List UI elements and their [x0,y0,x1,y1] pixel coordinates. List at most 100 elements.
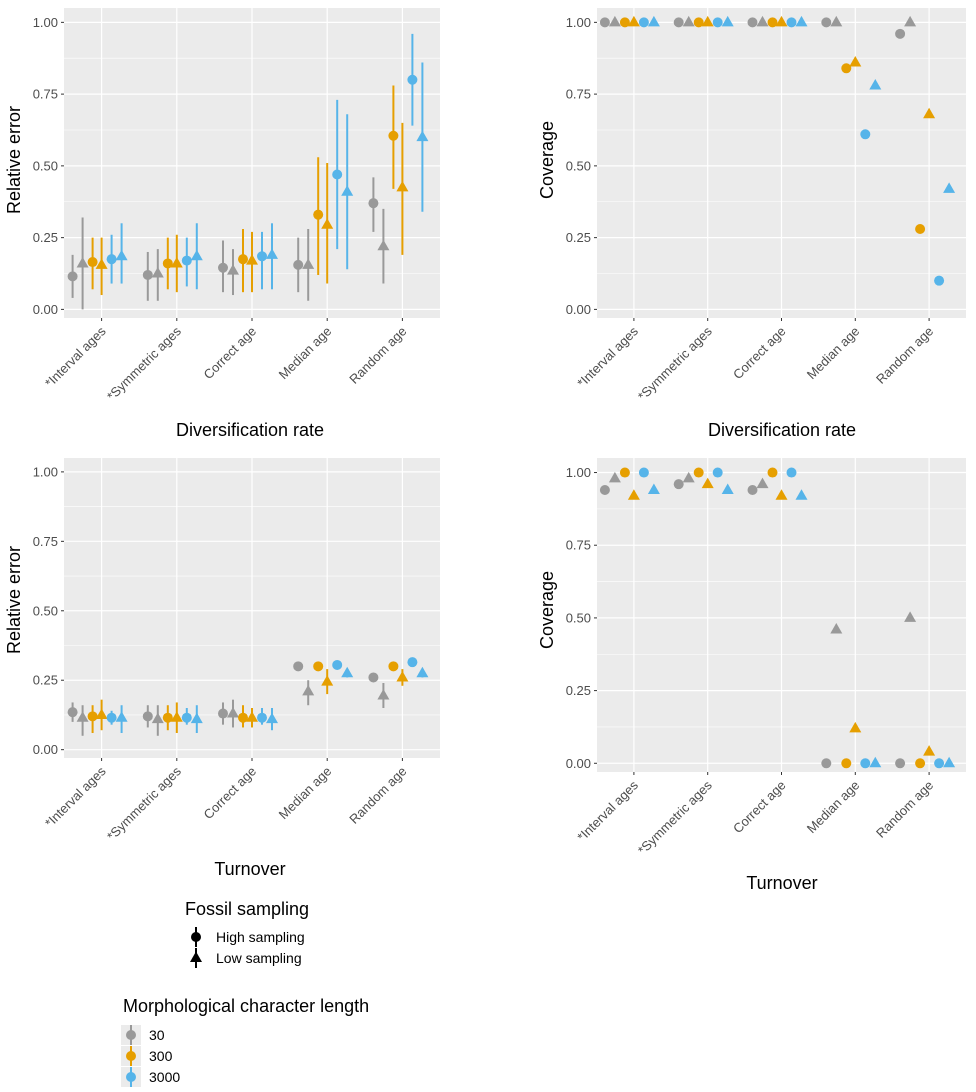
point-high-sampling-30 [599,17,610,28]
point-high-sampling-30 [821,758,832,769]
point-low-sampling-3000 [266,248,278,259]
x-tick-label: Median age [276,324,335,383]
legend-sampling-title: Fossil sampling [185,899,309,919]
point-high-sampling-30 [673,479,684,490]
y-tick-label: 1.00 [33,15,58,30]
point-low-sampling-30 [302,258,315,269]
point-high-sampling-3000 [181,255,192,266]
point-high-sampling-3000 [106,254,117,265]
point-low-sampling-300 [849,721,862,733]
x-tick-label: Random age [873,778,936,841]
point-high-sampling-30 [142,711,153,722]
panel-top-left: 0.00 0.25 0.50 0.75 1.00 *Interval ages*Symme… [4,8,440,440]
x-tick-label: *Interval ages [574,777,641,844]
y-tick-label: 1.00 [566,465,591,480]
point-high-sampling-3000 [407,74,418,85]
point-low-sampling-3000 [647,483,660,494]
point-low-sampling-3000 [266,712,278,724]
legend-key-circle [126,1072,136,1082]
point-high-sampling-3000 [106,712,117,723]
point-low-sampling-30 [682,471,695,483]
point-low-sampling-300 [923,745,936,756]
x-axis-title: Diversification rate [708,420,856,440]
point-high-sampling-30 [747,17,758,28]
point-high-sampling-30 [218,262,228,273]
point-low-sampling-3000 [416,130,429,142]
point-low-sampling-300 [396,670,409,682]
y-tick-label: 0.50 [33,603,58,618]
point-high-sampling-3000 [332,659,343,670]
point-low-sampling-300 [627,15,640,27]
point-low-sampling-3000 [341,185,354,196]
point-low-sampling-300 [701,477,714,489]
legend: Fossil sampling High sampling Low sampling… [121,899,369,1087]
y-tick-label: 0.75 [566,538,591,553]
point-high-sampling-30 [747,484,758,495]
panel-bottom-left: 0.00 0.25 0.50 0.75 1.00 *Interval ages*Symme… [4,458,440,879]
point-low-sampling-3000 [795,15,808,27]
point-high-sampling-300 [693,17,704,28]
point-low-sampling-3000 [721,15,734,27]
point-high-sampling-3000 [332,169,343,180]
point-high-sampling-30 [67,707,78,718]
legend-length-label: 300 [149,1048,173,1064]
y-tick-label: 0.25 [566,683,591,698]
point-high-sampling-30 [895,28,906,39]
y-tick-label: 0.00 [33,302,58,317]
point-low-sampling-3000 [647,15,660,27]
point-low-sampling-300 [627,489,640,500]
point-low-sampling-3000 [943,756,956,768]
point-low-sampling-300 [849,56,862,67]
point-low-sampling-30 [76,711,89,722]
point-low-sampling-3000 [190,712,203,724]
panel-bottom-right: 0.00 0.25 0.50 0.75 1.00 *Interval ages*Symme… [537,458,966,893]
point-high-sampling-3000 [407,657,418,668]
point-low-sampling-30 [377,239,390,251]
y-axis-title: Relative error [4,106,24,214]
y-tick-label: 1.00 [33,464,58,479]
point-high-sampling-30 [368,198,379,209]
y-tick-label: 0.50 [33,158,58,173]
point-high-sampling-3000 [934,758,945,769]
x-tick-label: *Symmetric ages [635,323,715,403]
point-high-sampling-3000 [934,275,945,286]
x-axis-title: Turnover [214,859,285,879]
point-high-sampling-300 [767,17,778,28]
point-low-sampling-30 [682,15,695,27]
point-high-sampling-30 [218,708,228,719]
point-high-sampling-30 [821,17,832,28]
point-high-sampling-30 [67,271,78,282]
x-tick-label: Random age [346,324,409,387]
point-low-sampling-3000 [869,79,882,90]
point-low-sampling-3000 [115,711,128,722]
x-tick-label: *Interval ages [42,763,109,830]
point-low-sampling-300 [775,15,788,27]
point-high-sampling-300 [238,712,248,723]
point-high-sampling-300 [87,711,98,722]
point-high-sampling-30 [368,672,379,683]
x-tick-label: *Interval ages [42,323,109,390]
point-low-sampling-30 [151,712,164,724]
point-high-sampling-3000 [712,467,723,478]
point-high-sampling-300 [162,258,173,269]
y-tick-label: 0.50 [566,610,591,625]
point-high-sampling-300 [388,661,399,672]
x-axis-title: Diversification rate [176,420,324,440]
x-tick-label: Median age [804,778,863,837]
y-axis-title: Coverage [537,571,557,649]
point-high-sampling-30 [293,661,304,672]
point-high-sampling-3000 [860,758,871,769]
point-low-sampling-300 [321,218,334,229]
legend-length-label: 30 [149,1027,165,1043]
point-high-sampling-3000 [638,467,649,478]
point-low-sampling-3000 [190,249,203,261]
point-low-sampling-30 [608,15,621,27]
y-tick-label: 0.75 [33,87,58,102]
point-low-sampling-3000 [795,489,808,500]
point-low-sampling-300 [170,711,183,722]
point-low-sampling-300 [396,180,409,192]
point-high-sampling-30 [293,259,304,270]
point-high-sampling-3000 [257,251,267,262]
legend-sampling-label: High sampling [216,929,305,945]
point-low-sampling-30 [227,264,239,275]
